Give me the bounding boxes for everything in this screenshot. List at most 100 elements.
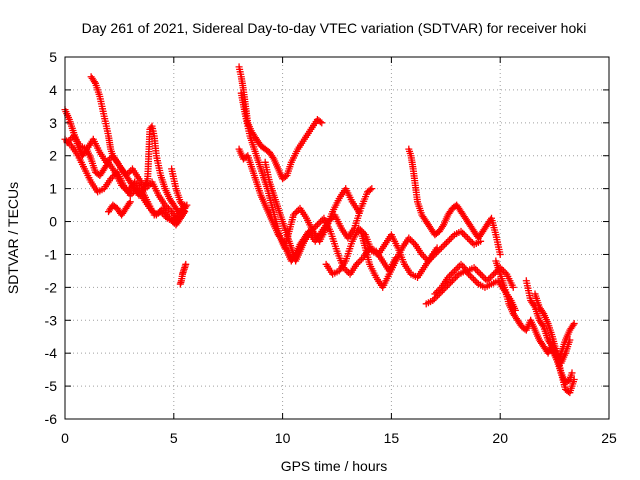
y-tick-label: 2 [49,148,57,164]
data-point-marker [269,153,277,161]
series-arc-8 [235,63,326,183]
data-point-marker [152,211,160,219]
data-point-marker [147,206,155,214]
data-point-marker [470,275,478,283]
data-point-marker [405,234,413,242]
data-point-marker [163,203,171,211]
data-point-marker [454,264,462,272]
data-point-marker [490,270,498,278]
data-point-marker [471,277,479,285]
data-point-marker [452,265,460,273]
data-point-marker [161,201,169,209]
data-point-marker [418,250,426,258]
data-point-marker [556,351,564,359]
data-point-marker [128,190,136,198]
data-point-marker [452,273,460,281]
series-arc-9 [237,89,363,252]
data-point-marker [568,369,576,377]
data-point-marker [315,219,323,227]
data-point-marker [431,290,439,298]
y-tick-label: -4 [45,345,58,361]
data-point-marker [446,236,454,244]
data-point-marker [460,264,468,272]
data-point-marker [357,255,365,263]
data-point-marker [65,137,73,145]
data-point-marker [434,247,442,255]
y-axis-label: SDTVAR / TECUs [5,182,21,294]
data-point-marker [291,209,299,217]
data-point-marker [149,208,157,216]
data-point-marker [406,236,414,244]
chart-title: Day 261 of 2021, Sidereal Day-to-day VTE… [82,20,587,36]
data-point-marker [278,236,286,244]
data-point-marker [309,226,317,234]
data-point-marker [442,239,450,247]
x-axis-label: GPS time / hours [281,458,388,474]
y-tick-label: 3 [49,115,57,131]
data-point-marker [102,158,110,166]
data-point-marker [439,242,447,250]
data-point-marker [570,376,578,384]
data-point-marker [424,257,432,265]
data-point-marker [313,221,321,229]
data-point-marker [182,203,190,211]
data-point-marker [486,273,494,281]
data-point-marker [66,135,74,143]
data-point-marker [453,272,461,280]
series-arc-4 [87,73,189,219]
data-point-marker [473,267,481,275]
data-point-marker [449,232,457,240]
data-point-marker [462,232,470,240]
data-point-marker [466,272,474,280]
data-point-marker [464,234,472,242]
data-point-marker [475,269,483,277]
data-point-marker [539,308,547,316]
series-arc-7 [176,260,190,288]
y-tick-label: -6 [45,411,58,427]
data-point-marker [473,278,481,286]
data-point-marker [434,287,442,295]
data-point-marker [468,273,476,281]
data-point-marker [444,273,452,281]
data-point-marker [447,278,455,286]
data-point-marker [126,198,134,206]
data-point-marker [446,272,454,280]
data-point-marker [156,208,164,216]
plot-frame [64,56,610,420]
data-point-marker [164,204,172,212]
grid-lines [65,57,609,419]
data-point-marker [499,267,507,275]
data-point-marker [436,246,444,254]
data-point-marker [356,257,364,265]
series-arc-5 [105,198,134,219]
data-marks [61,63,578,397]
data-point-marker [485,275,493,283]
data-point-marker [110,171,118,179]
series-arc-13 [357,227,485,291]
data-point-marker [107,175,115,183]
data-point-marker [146,204,154,212]
data-point-marker [138,186,146,194]
data-point-marker [104,157,112,165]
data-point-marker [465,236,473,244]
data-point-marker [166,206,174,214]
data-point-marker [447,270,455,278]
data-point-marker [444,237,452,245]
data-point-marker [441,241,449,249]
data-point-marker [448,277,456,285]
y-tick-label: 0 [49,214,57,230]
data-point-marker [478,272,486,280]
data-point-marker [368,185,376,193]
y-tick-label: -3 [45,312,58,328]
axis-ticks: 0 5 10 15 20 25 -6 -5 -4 -3 -2 -1 0 1 2 3 4 5 [45,49,617,446]
data-point-marker [183,201,191,209]
data-point-marker [125,199,133,207]
data-point-marker [480,273,488,281]
data-point-marker [450,275,458,283]
data-point-marker [165,214,173,222]
y-tick-label: 1 [49,181,57,197]
data-point-marker [472,265,480,273]
data-point-marker [429,252,437,260]
data-point-marker [570,320,578,328]
